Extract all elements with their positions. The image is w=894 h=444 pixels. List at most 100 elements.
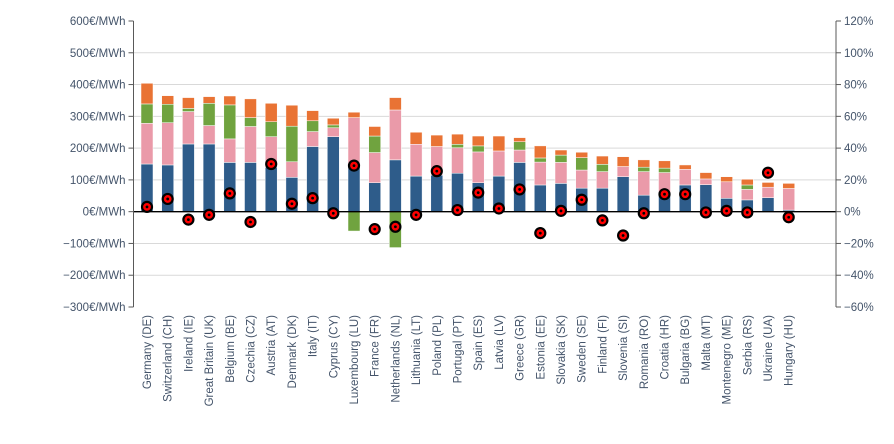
bar-segment-series-green <box>741 184 754 190</box>
red-dot-center <box>745 211 749 214</box>
bar-group <box>534 145 547 212</box>
red-dot-center <box>311 196 314 200</box>
bar-segment-series-pink <box>202 125 216 145</box>
bar-segment-series-orange <box>616 156 630 167</box>
bar-segment-series-green <box>513 141 526 151</box>
x-axis-label: Switzerland (CH) <box>163 315 175 402</box>
bar-segment-series-blue <box>264 166 278 212</box>
dot-group <box>430 165 443 178</box>
bar-group <box>471 135 485 212</box>
red-dot-center <box>435 169 439 173</box>
bar-group <box>140 83 154 212</box>
dot-group <box>182 213 195 226</box>
bar-segment-series-pink <box>616 166 630 177</box>
dot-group <box>327 207 340 220</box>
bar-segment-series-pink <box>409 144 423 177</box>
bar-segment-series-pink <box>596 171 609 189</box>
left-axis-tick-label: 600€/MWh <box>70 16 126 28</box>
left-axis-tick-label: −300€/MWh <box>63 302 125 314</box>
red-dot-center <box>414 213 418 217</box>
x-axis-label: Czechia (CZ) <box>246 315 258 383</box>
bar-segment-series-pink <box>678 169 692 186</box>
bar-segment-series-blue <box>368 182 381 212</box>
dot-group <box>637 207 650 220</box>
bar-segment-series-blue <box>761 197 775 212</box>
bar-segment-series-orange <box>678 164 692 170</box>
x-axis-label: Portugal (PT) <box>453 315 465 384</box>
bar-segment-series-orange <box>513 137 526 143</box>
bar-group <box>285 104 299 212</box>
bar-segment-series-orange <box>368 126 381 137</box>
bar-segment-series-pink <box>161 122 174 166</box>
right-axis-tick-label: −40% <box>844 270 874 282</box>
red-dot-center <box>683 192 687 196</box>
bar-segment-series-pink <box>741 189 754 201</box>
red-dot-center <box>497 207 501 210</box>
red-dot-center <box>621 234 625 237</box>
dot-group <box>761 166 775 179</box>
bar-segment-series-orange <box>306 110 319 122</box>
bar-group <box>699 172 713 212</box>
bar-segment-series-pink <box>513 149 526 163</box>
x-axis-label: Malta (MT) <box>701 315 713 371</box>
bar-segment-series-orange <box>720 176 733 183</box>
bar-segment-series-green <box>471 145 485 153</box>
bar-segment-series-orange <box>575 151 588 158</box>
bar-segment-series-blue <box>409 175 423 212</box>
bar-segment-series-pink <box>575 169 588 189</box>
bar-segment-series-green <box>140 103 154 124</box>
bar-segment-series-orange <box>409 131 423 145</box>
right-axis-tick-label: 60% <box>844 111 867 123</box>
bar-segment-series-pink <box>389 109 402 161</box>
bar-segment-series-green <box>223 104 237 140</box>
bar-segment-series-orange <box>182 97 195 109</box>
dot-group <box>782 211 795 224</box>
bar-group <box>244 98 257 212</box>
dot-group <box>575 193 588 206</box>
bar-segment-series-green <box>368 135 381 153</box>
bar-segment-series-orange <box>637 159 651 168</box>
right-axis-tick-label: 100% <box>844 48 873 60</box>
bar-segment-series-blue <box>182 143 195 212</box>
bar-group <box>264 103 278 212</box>
bar-segment-series-orange <box>140 83 154 105</box>
bar-segment-series-pink <box>368 152 381 183</box>
right-axis-tick-label: 20% <box>844 175 867 187</box>
bar-group <box>492 135 506 212</box>
x-axis-label: Finland (FI) <box>597 315 609 374</box>
red-dot-center <box>249 220 252 224</box>
x-axis-label: Belgium (BE) <box>225 315 237 383</box>
bar-segment-series-orange <box>782 183 795 189</box>
x-axis-label: France (FR) <box>370 315 382 377</box>
red-dot-center <box>352 164 356 167</box>
bar-group <box>554 149 568 212</box>
x-axis-label: Lithuania (LT) <box>411 315 423 385</box>
left-axis-tick-label: 200€/MWh <box>70 143 126 155</box>
bar-segment-series-pink <box>699 178 713 185</box>
bar-group <box>368 126 381 212</box>
red-dot-center <box>787 215 791 219</box>
bar-segment-series-green <box>347 211 361 232</box>
x-axis-label: Poland (PL) <box>432 315 444 376</box>
x-axis-label: Germany (DE) <box>142 315 154 389</box>
x-axis-label: Netherlands (NL) <box>390 315 402 403</box>
left-axis-tick-label: 400€/MWh <box>70 80 126 92</box>
right-axis-tick-label: 80% <box>844 80 867 92</box>
bar-segment-series-green <box>554 154 568 163</box>
red-dot-center <box>704 211 708 214</box>
red-dot-center <box>290 202 294 206</box>
dot-group <box>741 206 754 219</box>
x-axis-label: Italy (IT) <box>308 315 320 357</box>
x-axis-label: Romania (RO) <box>639 315 651 389</box>
dot-group <box>720 204 733 217</box>
red-dot-center <box>538 231 542 235</box>
bar-segment-series-green <box>285 125 299 163</box>
red-dot-center <box>331 211 335 215</box>
right-axis-tick-label: 120% <box>844 16 873 28</box>
bar-segment-series-pink <box>347 117 361 165</box>
right-axis-tick-label: −60% <box>844 302 874 314</box>
x-axis-label: Estonia (EE) <box>535 315 547 380</box>
bar-segment-series-orange <box>451 133 464 145</box>
dot-group <box>265 157 278 171</box>
right-axis-tick-label: −20% <box>844 238 874 250</box>
